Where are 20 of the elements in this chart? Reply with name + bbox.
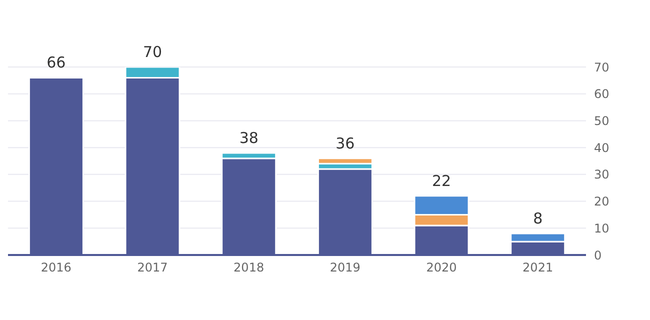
- x-tick-label: 2020: [426, 260, 457, 275]
- y-tick-label: 10: [594, 221, 610, 236]
- x-tick-label: 2017: [137, 260, 168, 275]
- y-tick-label: 60: [594, 87, 610, 102]
- total-label: 36: [336, 134, 355, 152]
- total-label: 70: [142, 43, 162, 61]
- y-tick-label: 30: [594, 168, 610, 182]
- total-label: 22: [432, 172, 452, 190]
- total-label: 8: [533, 210, 543, 228]
- x-tick-label: 2021: [522, 260, 554, 275]
- total-label: 66: [46, 54, 66, 72]
- y-tick-label: 0: [594, 248, 602, 262]
- y-tick-label: 70: [594, 60, 610, 74]
- total-label: 38: [239, 128, 258, 147]
- y-tick-label: 50: [594, 114, 610, 128]
- y-tick-label: 40: [594, 140, 610, 155]
- x-tick-label: 2018: [234, 260, 264, 275]
- x-tick-label: 2016: [40, 260, 72, 275]
- y-tick-label: 20: [594, 194, 610, 209]
- x-tick-label: 2019: [330, 260, 360, 275]
